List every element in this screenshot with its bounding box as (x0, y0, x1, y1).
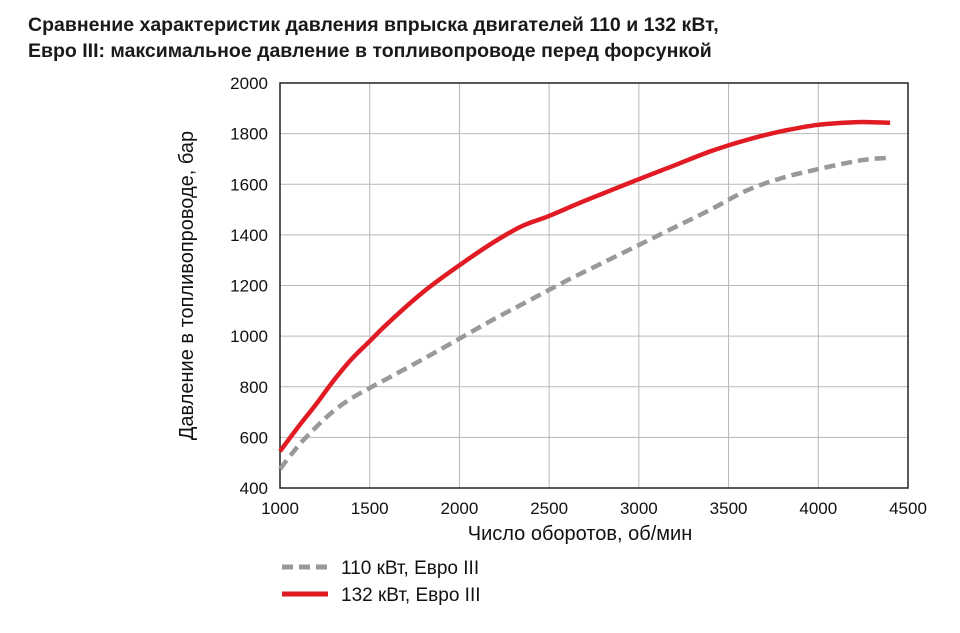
y-tick-label: 600 (240, 428, 268, 447)
series-line-110kw (278, 155, 891, 471)
x-tick-label: 4000 (799, 499, 837, 518)
x-tick-label: 4500 (889, 499, 927, 518)
plot-frame (279, 82, 909, 489)
x-tick-label: 2000 (441, 499, 479, 518)
chart-title: Сравнение характеристик давления впрыска… (28, 12, 948, 64)
chart-title-line-2: Евро III: максимальное давление в топлив… (28, 40, 712, 62)
tick-labels: 1000 1500 2000 2500 3000 3500 4000 4500 400 600 80… (230, 74, 927, 518)
legend-label-132kw: 132 кВт, Евро III (341, 585, 481, 606)
x-tick-label: 1500 (351, 499, 389, 518)
series-line-132kw (278, 119, 891, 453)
y-tick-label: 800 (240, 378, 268, 397)
y-tick-label: 1400 (230, 226, 268, 245)
x-tick-label: 2500 (530, 499, 568, 518)
legend: 110 кВт, Евро III 132 кВт, Евро III (282, 558, 481, 606)
series-lines (278, 119, 891, 471)
x-axis-label: Число оборотов, об/мин (468, 523, 692, 545)
grid (280, 83, 908, 488)
legend-label-110kw: 110 кВт, Евро III (341, 558, 479, 579)
y-tick-label: 1000 (230, 327, 268, 346)
x-tick-label: 3000 (620, 499, 658, 518)
y-tick-label: 2000 (230, 74, 268, 93)
y-axis-label: Давление в топливопроводе, бар (176, 131, 198, 440)
x-tick-label: 3500 (710, 499, 748, 518)
y-tick-label: 1600 (230, 175, 268, 194)
y-tick-label: 1200 (230, 277, 268, 296)
y-tick-label: 1800 (230, 125, 268, 144)
x-tick-label: 1000 (261, 499, 299, 518)
y-tick-label: 400 (240, 479, 268, 498)
chart-title-line-1: Сравнение характеристик давления впрыска… (28, 14, 719, 36)
